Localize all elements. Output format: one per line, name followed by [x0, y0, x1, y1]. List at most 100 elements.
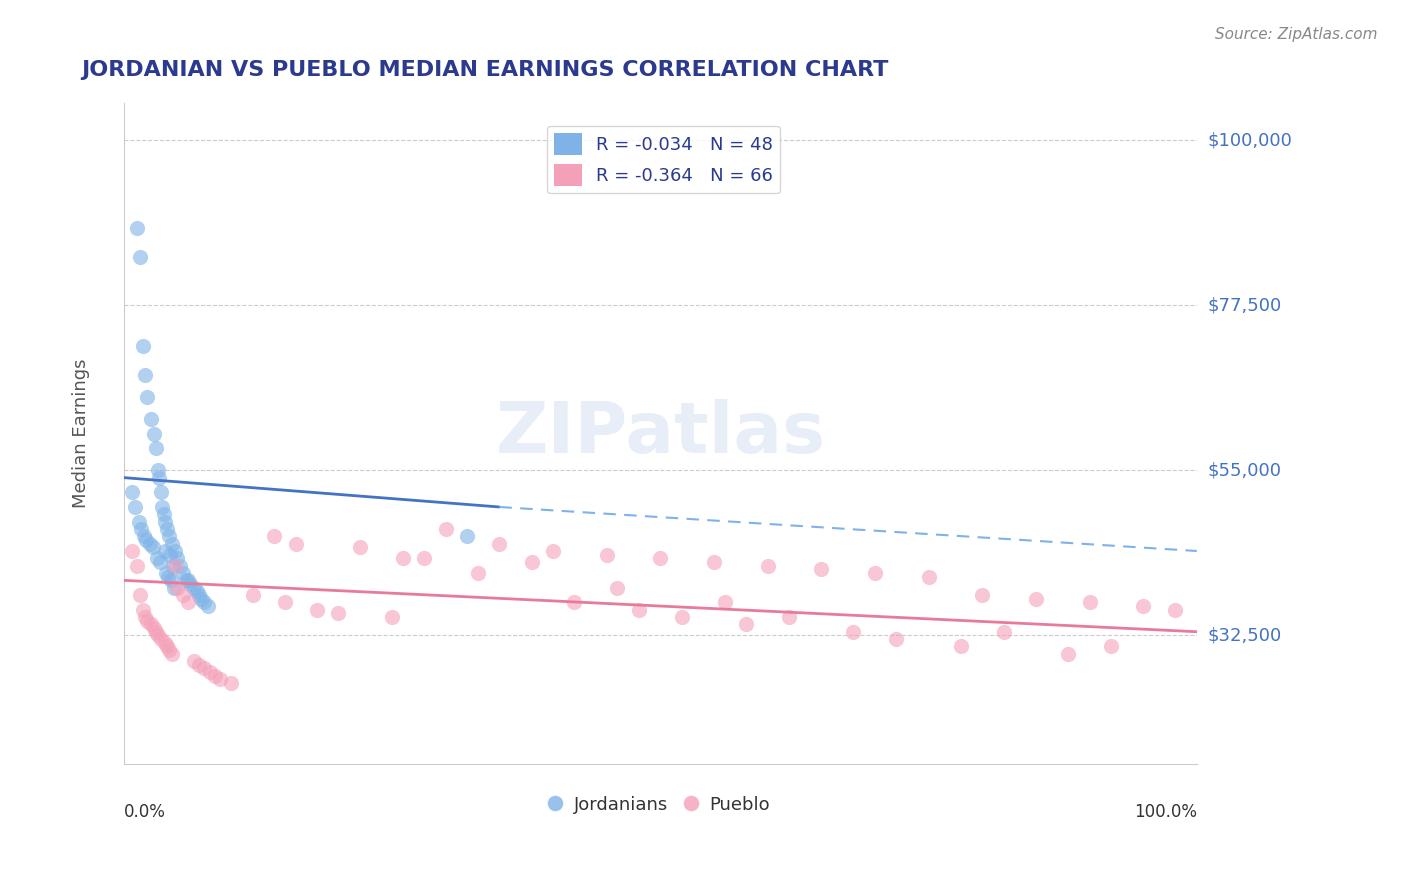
Point — [1078, 595, 1101, 609]
Point — [284, 537, 307, 551]
Point — [391, 551, 413, 566]
Point — [1025, 591, 1047, 606]
Point — [381, 610, 404, 624]
Point — [242, 588, 264, 602]
Point — [190, 591, 212, 606]
Text: 0.0%: 0.0% — [124, 804, 166, 822]
Point — [150, 485, 173, 500]
Point — [138, 537, 160, 551]
Point — [160, 647, 183, 661]
Point — [139, 412, 162, 426]
Point — [174, 574, 197, 588]
Point — [136, 614, 159, 628]
Point — [183, 654, 205, 668]
Point — [703, 555, 725, 569]
Point — [842, 624, 865, 639]
Point — [134, 610, 156, 624]
Point — [128, 515, 150, 529]
Point — [156, 640, 179, 654]
Point — [142, 621, 165, 635]
Text: JORDANIAN VS PUEBLO MEDIAN EARNINGS CORRELATION CHART: JORDANIAN VS PUEBLO MEDIAN EARNINGS CORR… — [82, 60, 889, 79]
Point — [153, 515, 176, 529]
Point — [671, 610, 693, 624]
Point — [125, 558, 148, 573]
Point — [177, 574, 200, 588]
Point — [413, 551, 436, 566]
Point — [735, 617, 758, 632]
Point — [155, 566, 177, 580]
Point — [142, 541, 165, 555]
Point — [1164, 603, 1187, 617]
Point — [183, 581, 205, 595]
Text: ZIPatlas: ZIPatlas — [495, 399, 825, 468]
Point — [166, 581, 188, 595]
Point — [129, 522, 152, 536]
Point — [595, 548, 617, 562]
Text: $100,000: $100,000 — [1208, 131, 1292, 149]
Point — [434, 522, 457, 536]
Point — [187, 657, 209, 672]
Point — [125, 221, 148, 235]
Point — [564, 595, 586, 609]
Point — [156, 522, 179, 536]
Point — [153, 544, 176, 558]
Point — [159, 548, 181, 562]
Point — [713, 595, 735, 609]
Point — [134, 529, 156, 543]
Point — [165, 558, 187, 573]
Point — [541, 544, 564, 558]
Point — [157, 643, 180, 657]
Point — [145, 442, 167, 456]
Point — [993, 624, 1015, 639]
Text: Median Earnings: Median Earnings — [72, 359, 90, 508]
Point — [187, 588, 209, 602]
Point — [193, 661, 215, 675]
Point — [204, 669, 226, 683]
Point — [129, 588, 152, 602]
Point — [949, 640, 972, 654]
Point — [1099, 640, 1122, 654]
Point — [1057, 647, 1080, 661]
Point — [810, 562, 832, 576]
Point — [778, 610, 800, 624]
Point — [146, 463, 169, 477]
Point — [146, 551, 169, 566]
Point — [456, 529, 478, 543]
Point — [163, 581, 186, 595]
Point — [197, 599, 219, 613]
Point — [166, 551, 188, 566]
Point — [209, 673, 232, 687]
Point — [134, 368, 156, 382]
Point — [886, 632, 908, 646]
Point — [160, 537, 183, 551]
Point — [152, 500, 174, 514]
Point — [488, 537, 510, 551]
Point — [156, 570, 179, 584]
Text: 100.0%: 100.0% — [1133, 804, 1197, 822]
Point — [172, 566, 194, 580]
Point — [132, 338, 155, 352]
Point — [135, 533, 157, 547]
Point — [124, 500, 146, 514]
Text: $32,500: $32,500 — [1208, 626, 1282, 644]
Point — [198, 665, 221, 679]
Point — [121, 544, 143, 558]
Point — [917, 570, 939, 584]
Point — [1132, 599, 1154, 613]
Point — [160, 574, 183, 588]
Point — [863, 566, 886, 580]
Point — [152, 508, 174, 522]
Point — [157, 529, 180, 543]
Point — [146, 628, 169, 642]
Point — [162, 558, 184, 573]
Point — [169, 558, 191, 573]
Point — [606, 581, 628, 595]
Point — [177, 595, 200, 609]
Point — [756, 558, 779, 573]
Point — [193, 595, 215, 609]
Point — [172, 588, 194, 602]
Point — [121, 485, 143, 500]
Legend: Jordanians, Pueblo: Jordanians, Pueblo — [543, 789, 778, 821]
Point — [136, 390, 159, 404]
Point — [149, 555, 172, 569]
